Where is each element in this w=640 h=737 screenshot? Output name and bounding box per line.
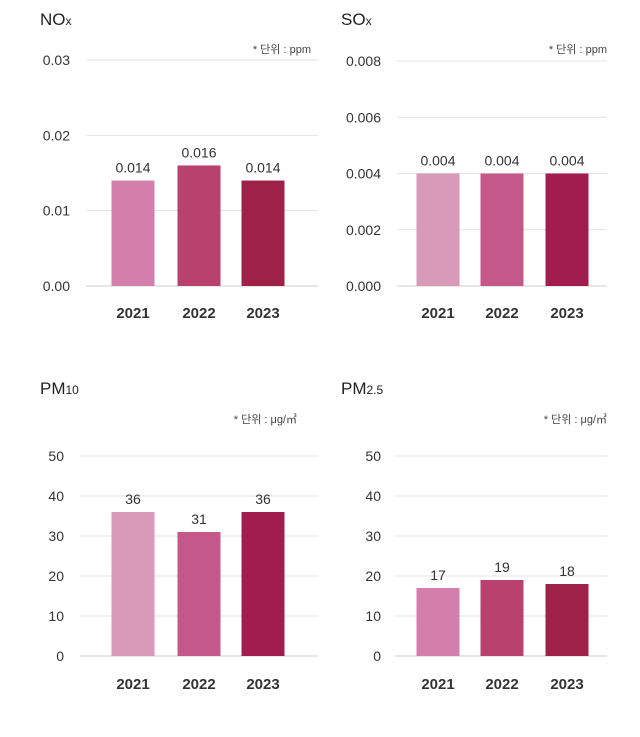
chart-3: PM2.5 * 단위 : μg/㎥ 0 10 20 30 40 50 17 2021 19 2022 1… — [341, 379, 607, 693]
x-category-label: 2022 — [485, 305, 518, 322]
bar — [545, 584, 589, 656]
data-label: 36 — [125, 491, 141, 507]
bar — [480, 580, 524, 656]
x-category-label: 2021 — [421, 676, 454, 693]
unit-note: * 단위 : μg/㎥ — [234, 413, 297, 426]
y-tick-label: 30 — [48, 528, 64, 544]
chart-title-subscript: 10 — [66, 383, 80, 397]
y-tick-label: 50 — [365, 448, 381, 464]
y-tick-label: 0.000 — [346, 278, 381, 294]
x-category-label: 2023 — [550, 305, 583, 322]
unit-note: * 단위 : μg/㎥ — [544, 413, 607, 426]
x-category-label: 2023 — [246, 305, 279, 322]
data-label: 19 — [494, 559, 510, 575]
chart-title-main: PM — [341, 379, 367, 398]
y-tick-label: 10 — [48, 608, 64, 624]
bar — [177, 165, 221, 286]
chart-0: NOx * 단위 : ppm 0.00 0.01 0.02 0.03 0.014 2021 0.… — [40, 10, 318, 322]
y-tick-label: 50 — [48, 448, 64, 464]
bar — [416, 173, 460, 286]
chart-title: PM2.5 — [341, 379, 384, 398]
y-tick-label: 0.02 — [43, 127, 70, 143]
y-tick-label: 20 — [365, 568, 381, 584]
bar — [177, 532, 221, 656]
chart-title-subscript: x — [366, 14, 372, 28]
chart-title-subscript: x — [66, 14, 72, 28]
unit-note: * 단위 : ppm — [549, 43, 607, 56]
data-label: 17 — [430, 567, 446, 583]
y-tick-label: 0.01 — [43, 203, 70, 219]
y-tick-label: 0 — [56, 648, 64, 664]
chart-1: SOx * 단위 : ppm 0.000 0.002 0.004 0.006 0.008 0.… — [341, 10, 607, 322]
chart-title-main: SO — [341, 10, 366, 29]
chart-title: SOx — [341, 10, 372, 29]
x-category-label: 2021 — [116, 305, 149, 322]
data-label: 0.016 — [181, 144, 216, 160]
data-label: 0.014 — [115, 160, 150, 176]
y-tick-label: 10 — [365, 608, 381, 624]
x-category-label: 2022 — [182, 305, 215, 322]
y-tick-label: 40 — [365, 488, 381, 504]
y-tick-label: 40 — [48, 488, 64, 504]
chart-title-subscript: 2.5 — [367, 383, 384, 397]
unit-note: * 단위 : ppm — [253, 43, 311, 56]
y-tick-label: 0.002 — [346, 222, 381, 238]
bar — [111, 180, 155, 286]
y-tick-label: 20 — [48, 568, 64, 584]
y-tick-label: 0.006 — [346, 109, 381, 125]
chart-title-main: NO — [40, 10, 66, 29]
y-tick-label: 0.004 — [346, 166, 381, 182]
data-label: 31 — [191, 511, 207, 527]
bar — [241, 512, 285, 656]
y-tick-label: 30 — [365, 528, 381, 544]
x-category-label: 2023 — [246, 676, 279, 693]
bar — [416, 588, 460, 656]
x-category-label: 2021 — [421, 305, 454, 322]
x-category-label: 2021 — [116, 676, 149, 693]
bar — [545, 173, 589, 286]
y-tick-label: 0.00 — [43, 278, 70, 294]
y-tick-label: 0.008 — [346, 53, 381, 69]
bar — [111, 512, 155, 656]
y-tick-label: 0.03 — [43, 52, 70, 68]
y-tick-label: 0 — [373, 648, 381, 664]
data-label: 36 — [255, 491, 271, 507]
x-category-label: 2022 — [485, 676, 518, 693]
chart-2: PM10* 단위 : μg/㎥0102030405036202131202236… — [40, 379, 318, 693]
data-label: 0.004 — [420, 153, 455, 169]
chart-title: NOx — [40, 10, 72, 29]
chart-title: PM10 — [40, 379, 79, 398]
bar — [480, 173, 524, 286]
bar — [241, 180, 285, 286]
data-label: 0.004 — [484, 153, 519, 169]
data-label: 0.014 — [245, 160, 280, 176]
x-category-label: 2022 — [182, 676, 215, 693]
data-label: 18 — [559, 563, 575, 579]
chart-title-main: PM — [40, 379, 66, 398]
data-label: 0.004 — [549, 153, 584, 169]
x-category-label: 2023 — [550, 676, 583, 693]
